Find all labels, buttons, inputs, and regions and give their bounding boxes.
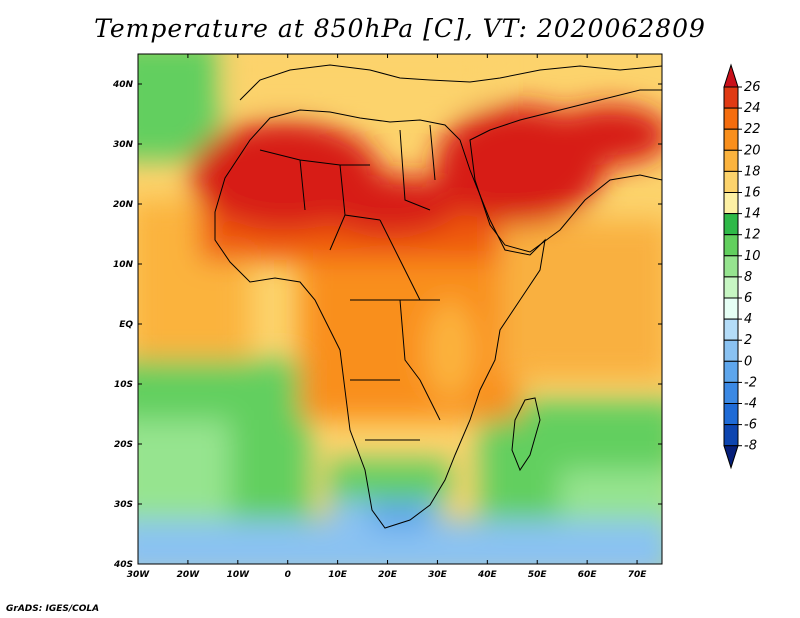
lon-tick-label: 50E xyxy=(528,570,548,580)
europe-coastline xyxy=(239,64,662,101)
lat-tick-label: 30S xyxy=(114,500,133,510)
map-title: Temperature at 850hPa [C], VT: 202006280… xyxy=(94,14,706,43)
colorbar-swatch xyxy=(723,128,739,151)
colorbar-tick-label: 16 xyxy=(744,186,761,201)
colorbar-swatch xyxy=(723,149,739,172)
colorbar-tick-label: -4 xyxy=(744,397,757,412)
lat-tick-label: 40S xyxy=(113,560,133,570)
colorbar-top-arrow xyxy=(723,63,739,88)
colorbar-tick-label: 18 xyxy=(744,164,761,179)
colorbar-tick-label: -8 xyxy=(744,439,757,454)
colorbar-tick-label: 6 xyxy=(744,291,752,306)
colorbar-tick-label: 2 xyxy=(744,333,752,348)
colorbar-swatch xyxy=(723,192,739,215)
colorbar-tick-label: 14 xyxy=(744,207,761,222)
lon-tick-label: 30E xyxy=(428,570,448,580)
colorbar-tick-label: -2 xyxy=(744,375,757,390)
colorbar-tick-label: 20 xyxy=(744,143,761,158)
colorbar-tick-label: 4 xyxy=(744,312,752,327)
colorbar-swatch xyxy=(723,381,739,404)
temperature-field xyxy=(138,54,662,564)
lon-tick-label: 60E xyxy=(578,570,598,580)
colorbar-tick-label: 12 xyxy=(744,228,761,243)
africa-coastline xyxy=(214,109,546,529)
colorbar-swatch xyxy=(723,107,739,130)
colorbar-swatch xyxy=(723,339,739,362)
lon-tick-label: 40E xyxy=(477,570,498,580)
arabia-coastline xyxy=(469,89,662,253)
colorbar-swatch xyxy=(723,403,739,426)
colorbar-swatch xyxy=(723,255,739,278)
lon-tick-label: 20W xyxy=(177,570,201,580)
colorbar-tick-label: 26 xyxy=(744,80,761,95)
grads-credit: GrADS: IGES/COLA xyxy=(6,604,100,614)
colorbar-tick-label: 24 xyxy=(744,101,761,116)
latitude-axis: 40S 30S 20S 10S EQ 10N 20N 30N 40N xyxy=(112,80,662,570)
coastlines xyxy=(214,64,662,529)
lon-tick-label: 20E xyxy=(378,570,398,580)
colorbar-swatch xyxy=(723,297,739,320)
lat-tick-label: 40N xyxy=(112,80,134,90)
colorbar-tick-label: 22 xyxy=(744,122,761,137)
colorbar-tick-label: 0 xyxy=(744,354,752,369)
lat-tick-label: 10S xyxy=(114,380,133,390)
colorbar-swatch xyxy=(723,170,739,193)
colorbar-swatch xyxy=(723,86,739,109)
lat-tick-label: 20N xyxy=(113,200,134,210)
madagascar-coastline xyxy=(511,397,541,472)
colorbar-swatch xyxy=(723,213,739,236)
colorbar-swatch xyxy=(723,276,739,299)
colorbar-tick-label: 8 xyxy=(744,270,752,285)
lon-tick-label: 0 xyxy=(285,570,291,580)
colorbar-tick-label: -6 xyxy=(744,418,757,433)
colorbar-swatch xyxy=(723,318,739,341)
lat-tick-label: EQ xyxy=(119,320,133,330)
plot-frame xyxy=(137,53,663,565)
colorbar-bottom-arrow xyxy=(723,445,739,470)
lon-tick-label: 10E xyxy=(328,570,348,580)
country-borders xyxy=(259,124,441,441)
colorbar-swatch xyxy=(723,360,739,383)
lat-tick-label: 10N xyxy=(113,260,134,270)
longitude-axis: 30W 20W 10W 0 10E 20E 30E 40E 50E 60E 70E xyxy=(127,54,647,580)
colorbar-swatch xyxy=(723,234,739,257)
lon-tick-label: 30W xyxy=(127,570,151,580)
colorbar-tick-label: 10 xyxy=(744,249,761,264)
lat-tick-label: 20S xyxy=(114,440,133,450)
colorbar-swatch xyxy=(723,424,739,447)
lat-tick-label: 30N xyxy=(113,140,134,150)
lon-tick-label: 70E xyxy=(628,570,648,580)
lon-tick-label: 10W xyxy=(227,570,251,580)
